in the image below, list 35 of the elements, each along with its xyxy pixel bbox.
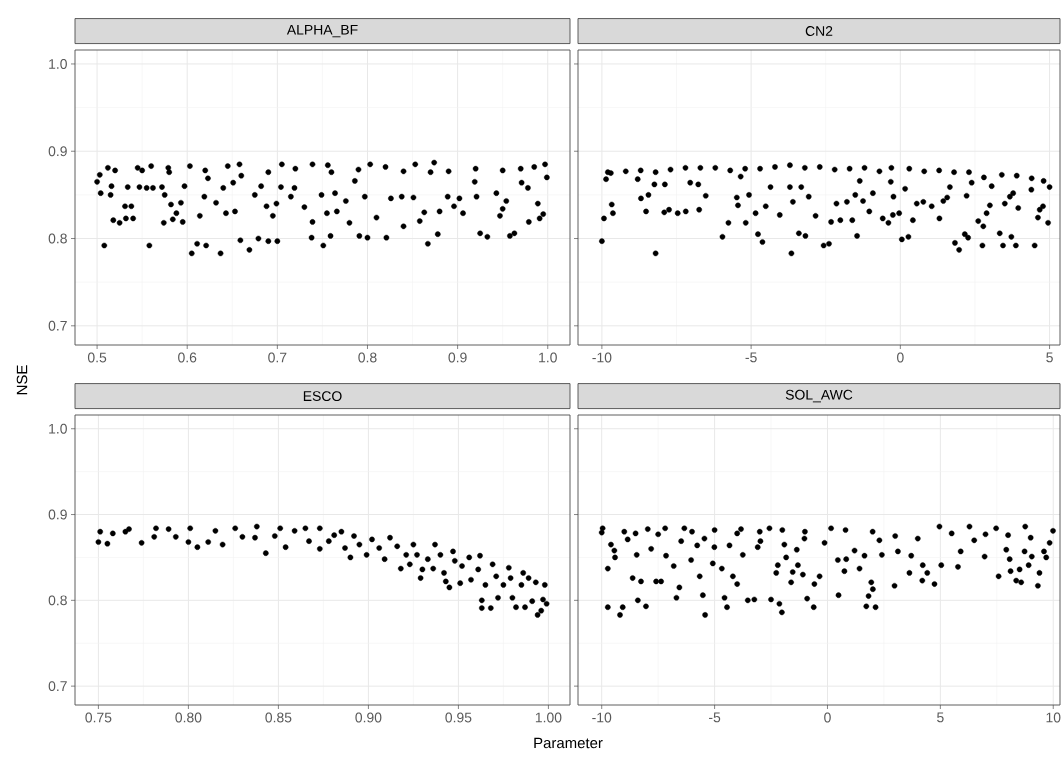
x-axis-title: Parameter xyxy=(534,737,603,749)
y-tick-label: 0.7 xyxy=(48,320,67,331)
x-tick-label: -10 xyxy=(592,352,612,363)
x-tick-label: 0 xyxy=(824,712,831,723)
x-tick-label: 5 xyxy=(1046,352,1053,363)
chart-title: SOL_AWC xyxy=(785,389,853,403)
x-tick-label: -10 xyxy=(592,712,612,723)
x-tick-label: 0.85 xyxy=(265,712,292,723)
y-axis-title: NSE xyxy=(16,365,28,395)
x-tick-label: 0.95 xyxy=(445,712,472,723)
chart-title: CN2 xyxy=(805,26,833,37)
x-tick-label: 0 xyxy=(897,352,904,363)
y-tick-label: 0.9 xyxy=(48,146,67,157)
x-tick-label: 0.9 xyxy=(448,352,467,363)
y-tick-label: 0.8 xyxy=(48,233,67,244)
y-tick-label: 0.9 xyxy=(48,509,67,520)
x-tick-label: -5 xyxy=(709,712,721,723)
chart-title: ALPHA_BF xyxy=(286,24,358,38)
x-tick-label: 0.5 xyxy=(87,352,107,363)
y-tick-label: 1.0 xyxy=(49,423,67,434)
x-tick-label: 5 xyxy=(937,712,944,723)
x-tick-label: 0.80 xyxy=(175,712,202,723)
y-tick-label: 0.8 xyxy=(48,595,67,606)
x-tick-label: 0.75 xyxy=(85,712,112,723)
y-tick-label: 0.7 xyxy=(48,681,67,692)
chart-title: ESCO xyxy=(303,391,342,402)
x-tick-label: 10 xyxy=(1046,712,1061,723)
x-tick-label: 0.7 xyxy=(268,352,287,363)
x-tick-label: 1.00 xyxy=(535,712,562,723)
x-tick-label: -5 xyxy=(745,352,757,363)
x-tick-label: 1.0 xyxy=(539,352,557,363)
x-tick-label: 0.90 xyxy=(355,712,382,723)
x-tick-label: 0.8 xyxy=(358,352,377,363)
y-tick-label: 1.0 xyxy=(49,59,67,69)
x-tick-label: 0.6 xyxy=(178,352,197,363)
